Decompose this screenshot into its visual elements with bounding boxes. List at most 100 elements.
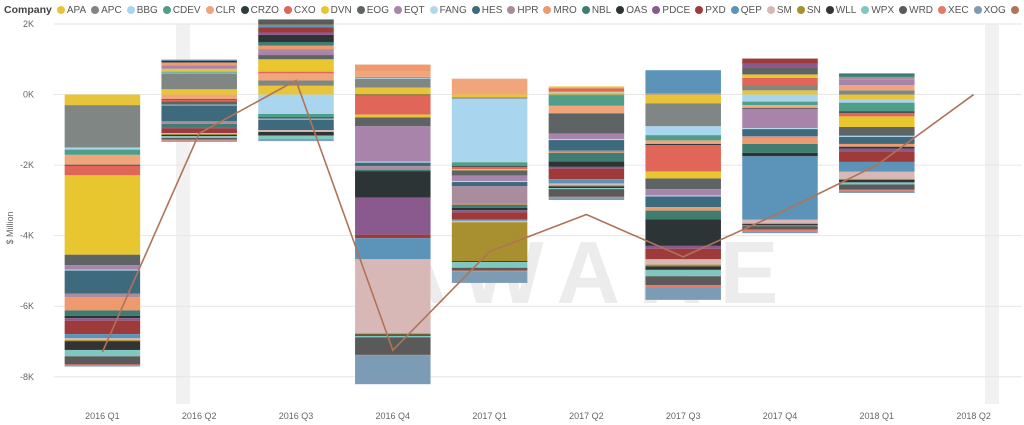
bar-segment: [258, 130, 334, 132]
legend-label: MRO: [553, 4, 577, 16]
bar-segment: [839, 182, 915, 185]
bar-segment: [258, 94, 334, 114]
bar-segment: [548, 152, 625, 153]
legend-swatch: [394, 6, 402, 14]
bar-segment: [645, 171, 721, 179]
bar-segment: [839, 90, 915, 95]
legend-item[interactable]: WRD: [899, 5, 933, 16]
bar-segment: [548, 92, 625, 95]
legend-item[interactable]: XEC: [938, 5, 969, 16]
stacked-bar-chart: AWARE 2K 0K -2K -4K -6K -8K $ Million 2016 Q1…: [5, 19, 1022, 421]
legend-swatch: [766, 6, 775, 14]
bar-segment: [548, 161, 625, 167]
legend-item[interactable]: HPR: [507, 5, 538, 16]
bar-segment: [645, 145, 721, 172]
legend-item[interactable]: OAS: [616, 5, 647, 16]
legend-swatch: [973, 6, 982, 14]
legend-swatch: [356, 6, 365, 14]
legend-label: QEP: [740, 4, 762, 16]
bar-segment: [161, 73, 237, 90]
bar-segment: [839, 189, 915, 191]
bar-segment: [258, 139, 334, 141]
bar-segment: [64, 320, 141, 335]
legend-item[interactable]: CRZO: [240, 5, 279, 16]
bar-segment: [742, 74, 818, 78]
legend-item[interactable]: FANG: [429, 5, 467, 16]
legend-item[interactable]: BBG: [126, 5, 158, 16]
bar-segment: [355, 169, 431, 172]
bar-segment: [742, 63, 818, 68]
legend-label: PDCE: [662, 4, 691, 16]
legend-label: CDEV: [172, 4, 201, 16]
legend-item[interactable]: SN: [796, 5, 821, 16]
bar-segment: [451, 210, 528, 213]
bar-segment: [548, 188, 625, 190]
bar-segment: [64, 265, 141, 270]
bar-segment: [645, 245, 721, 249]
bar-segment: [355, 162, 431, 167]
legend-item[interactable]: WPX: [861, 5, 894, 16]
bar-segment: [645, 140, 721, 144]
legend-swatch: [126, 6, 135, 14]
legend-item[interactable]: APA: [56, 5, 86, 16]
legend-item[interactable]: SM: [766, 4, 792, 16]
legend-label: PXD: [705, 4, 726, 16]
bar-segment: [548, 189, 625, 197]
bar-segment: [161, 60, 237, 63]
legend-item[interactable]: EQT: [394, 5, 425, 16]
bar-segment: [161, 104, 237, 106]
legend-item[interactable]: Free Cash Flow: [1010, 5, 1020, 16]
bar-segment: [64, 349, 141, 357]
x-tick-label: 2018 Q2: [956, 411, 991, 421]
bar-segment: [161, 65, 237, 69]
bar-segment: [355, 77, 431, 79]
x-tick-label: 2016 Q1: [85, 411, 120, 421]
legend-item[interactable]: APC: [91, 5, 122, 16]
bar-segment: [839, 127, 915, 136]
legend-item[interactable]: XOG: [973, 5, 1006, 16]
x-tick-label: 2017 Q4: [763, 411, 798, 421]
legend-item[interactable]: WLL: [825, 5, 856, 16]
bar-segment: [161, 62, 237, 66]
bar-segment: [64, 270, 141, 294]
legend-item[interactable]: DVN: [320, 5, 352, 16]
bar-segment: [64, 164, 141, 166]
x-axis-ticks: 2016 Q1 2016 Q2 2016 Q3 2016 Q4 2017 Q1 2017 …: [85, 411, 991, 421]
bar-segment: [64, 340, 141, 342]
bar-segment: [742, 108, 818, 129]
y-axis-title: $ Million: [5, 211, 15, 244]
bar-segment: [548, 150, 625, 153]
bar-segment: [64, 254, 141, 266]
legend-swatch: [899, 6, 908, 14]
bar-segment: [451, 98, 528, 163]
legend-item[interactable]: NBL: [581, 5, 611, 16]
bar-segment: [645, 264, 721, 267]
bar-segment: [258, 32, 334, 35]
legend-item[interactable]: PXD: [695, 5, 726, 16]
x-tick-label: 2018 Q1: [860, 411, 895, 421]
bar-segment: [742, 156, 818, 220]
bar-segment: [548, 196, 625, 198]
bar-segment: [839, 146, 915, 149]
legend-item[interactable]: EOG: [356, 5, 389, 16]
bar-segment: [64, 105, 141, 148]
legend-item[interactable]: PDCE: [652, 5, 690, 16]
legend-swatch: [1010, 6, 1019, 14]
legend-item[interactable]: MRO: [543, 4, 577, 16]
legend-label: SM: [776, 4, 792, 16]
bar-segment: [451, 78, 528, 95]
legend-label: OAS: [626, 4, 648, 16]
x-tick-label: 2017 Q1: [472, 411, 507, 421]
legend-item[interactable]: HES: [471, 5, 502, 16]
bar-segment: [742, 226, 818, 230]
bar-segment: [839, 102, 915, 112]
legend-item[interactable]: QEP: [730, 4, 762, 16]
bar-segment: [64, 154, 141, 165]
legend-item[interactable]: CLR: [205, 5, 236, 16]
bar-segment: [451, 186, 528, 204]
bar-segment: [548, 133, 625, 140]
bar-segment: [161, 101, 237, 105]
legend-item[interactable]: CDEV: [162, 4, 201, 16]
bar-segment: [355, 333, 431, 335]
legend-item[interactable]: CXO: [283, 5, 316, 16]
